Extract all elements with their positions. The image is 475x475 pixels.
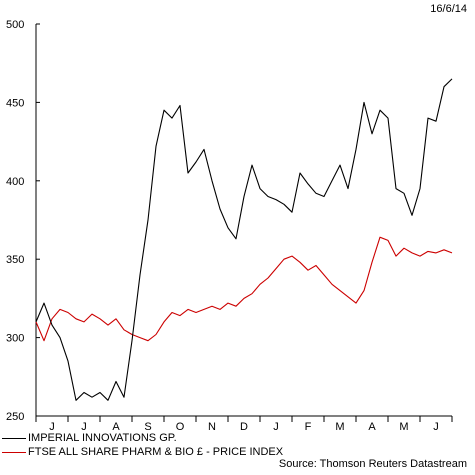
- x-tick-label: J: [433, 421, 439, 433]
- y-tick-label: 300: [6, 333, 24, 345]
- legend-item-imperial: IMPERIAL INNOVATIONS GP.: [0, 432, 475, 445]
- series-layer: [35, 78, 453, 401]
- y-tick-label: 400: [6, 176, 24, 188]
- legend-label-ftse: FTSE ALL SHARE PHARM & BIO £ - PRICE IND…: [28, 446, 284, 458]
- legend-item-ftse: FTSE ALL SHARE PHARM & BIO £ - PRICE IND…: [0, 446, 475, 459]
- x-tick-label: J: [49, 421, 55, 433]
- y-tick-label: 350: [6, 254, 24, 266]
- y-tick-label: 250: [6, 411, 24, 423]
- x-tick-label: J: [81, 421, 87, 433]
- x-tick-label: S: [144, 421, 151, 433]
- source-note: Source: Thomson Reuters Datastream: [278, 458, 467, 470]
- x-tick-label: D: [240, 421, 248, 433]
- series-line-ftse: [35, 236, 453, 342]
- x-tick-label: O: [176, 421, 185, 433]
- legend-swatch-imperial: [2, 438, 26, 439]
- y-tick-label: 500: [6, 19, 24, 31]
- x-tick-label: M: [335, 421, 344, 433]
- x-tick-label: A: [368, 421, 376, 433]
- x-tick-label: M: [399, 421, 408, 433]
- x-tick-label: N: [208, 421, 216, 433]
- legend-label-imperial: IMPERIAL INNOVATIONS GP.: [28, 432, 177, 444]
- y-tick-label: 450: [6, 97, 24, 109]
- date-stamp: 16/6/14: [430, 3, 467, 15]
- x-tick-label: A: [112, 421, 120, 433]
- y-axis: 250 300 350 400 450 500: [6, 19, 40, 423]
- x-tick-label: J: [273, 421, 279, 433]
- series-line-imperial: [35, 78, 453, 401]
- x-tick-label: F: [305, 421, 312, 433]
- legend-swatch-ftse: [2, 452, 26, 453]
